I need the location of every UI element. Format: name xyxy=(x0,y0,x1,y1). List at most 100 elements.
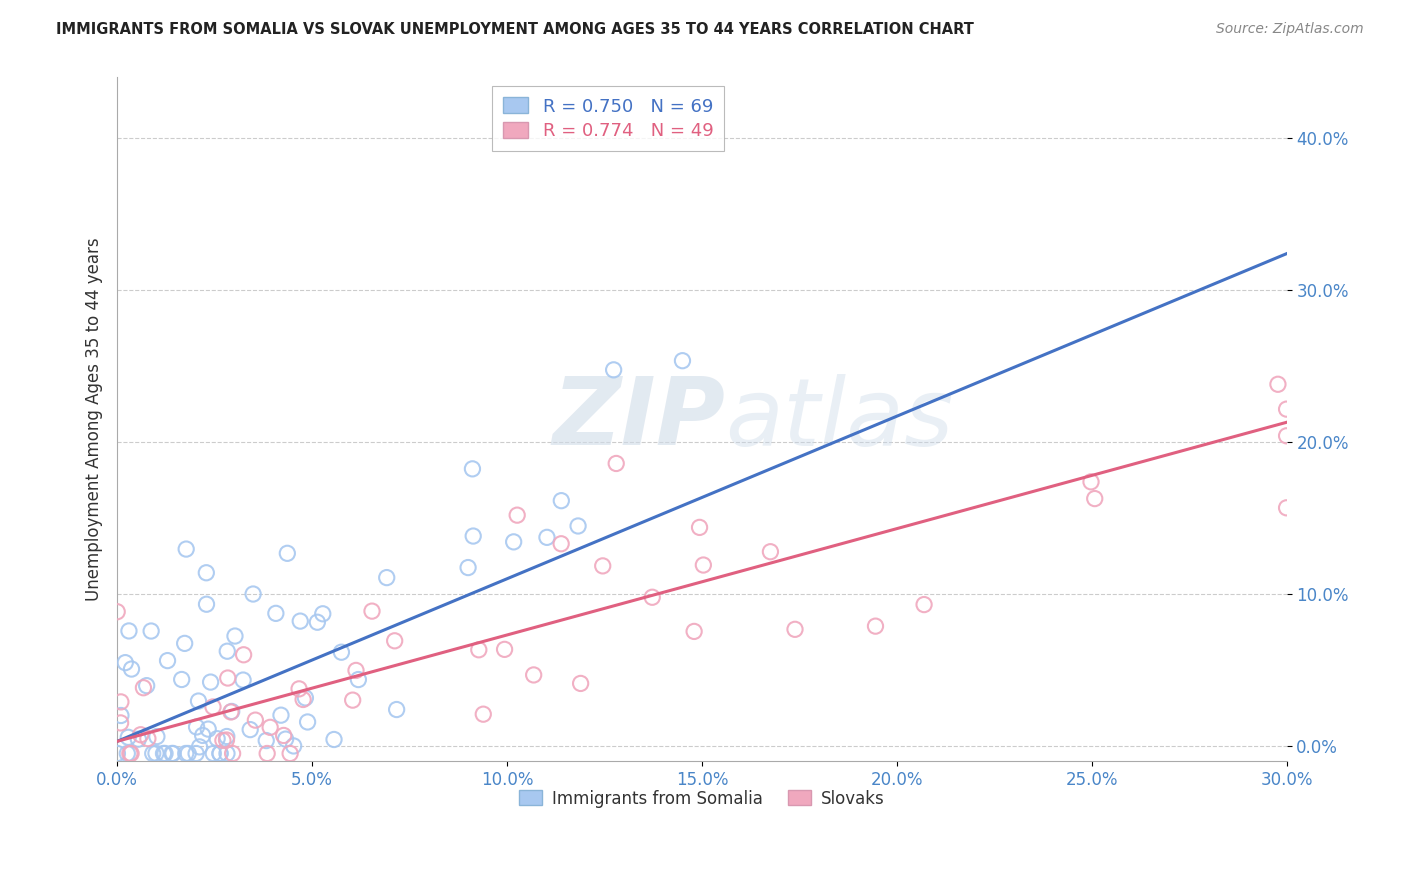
Point xyxy=(274,732,297,747)
Point xyxy=(173,636,195,650)
Point xyxy=(129,728,152,742)
Text: ZIP: ZIP xyxy=(553,373,725,466)
Point xyxy=(127,732,149,747)
Point xyxy=(671,353,693,368)
Point xyxy=(156,654,179,668)
Point xyxy=(278,747,301,761)
Point xyxy=(105,605,128,619)
Point xyxy=(567,519,589,533)
Point xyxy=(461,462,484,476)
Legend: Immigrants from Somalia, Slovaks: Immigrants from Somalia, Slovaks xyxy=(512,783,891,814)
Point xyxy=(197,722,219,736)
Point xyxy=(242,587,264,601)
Point xyxy=(110,708,132,723)
Point xyxy=(506,508,529,523)
Point xyxy=(162,747,184,761)
Point xyxy=(217,671,239,685)
Point xyxy=(342,693,364,707)
Point xyxy=(117,747,139,761)
Point xyxy=(292,692,315,706)
Point xyxy=(692,558,714,572)
Point xyxy=(256,747,278,761)
Point xyxy=(283,739,305,753)
Point xyxy=(105,747,128,761)
Point xyxy=(212,733,235,747)
Point xyxy=(174,542,197,557)
Point xyxy=(118,747,141,761)
Point xyxy=(219,705,242,719)
Point xyxy=(217,644,239,658)
Point xyxy=(114,656,136,670)
Point xyxy=(170,673,193,687)
Text: Source: ZipAtlas.com: Source: ZipAtlas.com xyxy=(1216,22,1364,37)
Point xyxy=(110,715,132,730)
Point xyxy=(294,690,316,705)
Point xyxy=(384,633,406,648)
Point xyxy=(912,598,935,612)
Point xyxy=(472,707,495,722)
Point xyxy=(385,702,408,716)
Point xyxy=(145,746,167,760)
Point xyxy=(201,700,224,714)
Point xyxy=(865,619,887,633)
Point xyxy=(215,730,238,744)
Point xyxy=(200,675,222,690)
Point xyxy=(683,624,706,639)
Point xyxy=(288,681,311,696)
Point xyxy=(270,708,292,723)
Point xyxy=(224,629,246,643)
Point xyxy=(1267,377,1289,392)
Point xyxy=(118,624,141,638)
Point xyxy=(312,607,335,621)
Point xyxy=(375,571,398,585)
Point xyxy=(494,642,516,657)
Point xyxy=(195,597,218,611)
Point xyxy=(187,694,209,708)
Point xyxy=(215,733,238,747)
Point xyxy=(347,673,370,687)
Point xyxy=(221,747,243,761)
Point xyxy=(205,731,228,746)
Point xyxy=(136,731,159,746)
Point xyxy=(160,747,183,761)
Point xyxy=(1080,475,1102,489)
Point xyxy=(135,679,157,693)
Point xyxy=(783,623,806,637)
Point xyxy=(188,739,211,754)
Point xyxy=(215,747,238,761)
Text: IMMIGRANTS FROM SOMALIA VS SLOVAK UNEMPLOYMENT AMONG AGES 35 TO 44 YEARS CORRELA: IMMIGRANTS FROM SOMALIA VS SLOVAK UNEMPL… xyxy=(56,22,974,37)
Point xyxy=(468,642,491,657)
Point xyxy=(361,604,384,618)
Point xyxy=(152,747,174,761)
Point xyxy=(142,747,165,761)
Point xyxy=(120,747,142,761)
Point xyxy=(276,546,298,560)
Point xyxy=(502,534,524,549)
Point xyxy=(110,695,132,709)
Point xyxy=(273,729,295,743)
Point xyxy=(254,733,277,747)
Point xyxy=(290,614,312,628)
Point xyxy=(1275,429,1298,443)
Point xyxy=(463,529,485,543)
Point xyxy=(146,730,169,744)
Point xyxy=(117,731,139,745)
Point xyxy=(232,648,254,662)
Point xyxy=(221,705,243,719)
Point xyxy=(195,566,218,580)
Point xyxy=(239,723,262,737)
Point xyxy=(689,520,711,534)
Point xyxy=(245,713,267,727)
Point xyxy=(536,530,558,544)
Point xyxy=(153,747,176,761)
Point xyxy=(297,714,319,729)
Text: atlas: atlas xyxy=(725,374,953,465)
Point xyxy=(344,664,367,678)
Point xyxy=(1084,491,1107,506)
Point xyxy=(1275,500,1298,515)
Point xyxy=(202,747,225,761)
Point xyxy=(186,720,208,734)
Point xyxy=(264,607,287,621)
Point xyxy=(121,662,143,676)
Point xyxy=(177,747,200,761)
